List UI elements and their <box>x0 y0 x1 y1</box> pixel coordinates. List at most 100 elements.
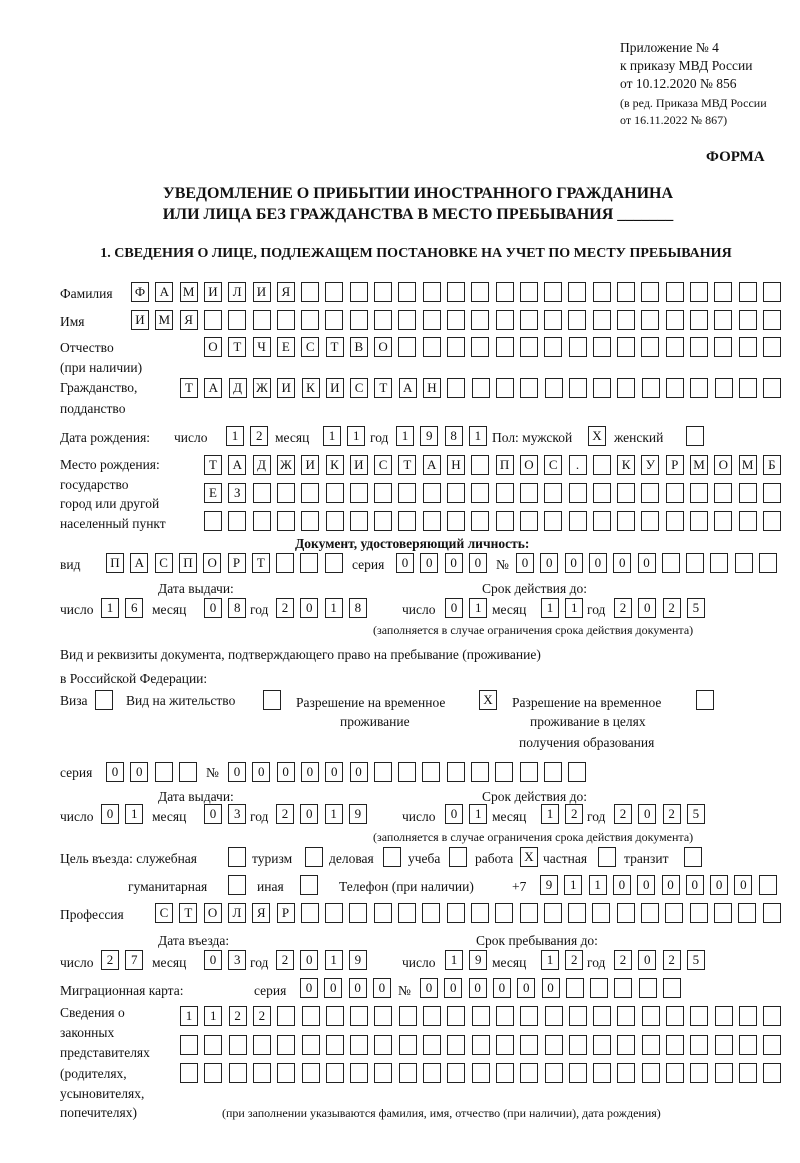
char-cell-doc-valid-year[interactable]: 5 <box>686 598 705 618</box>
char-cell-name[interactable]: И <box>131 310 149 330</box>
char-cell-reps1[interactable]: 1 <box>180 1006 198 1026</box>
char-cell-name[interactable] <box>471 310 490 330</box>
char-cell-permit-number[interactable] <box>471 762 489 782</box>
char-cell-birthplace1[interactable]: М <box>738 455 757 475</box>
char-cell-reps1[interactable] <box>666 1006 684 1026</box>
char-cell-doc-valid-day[interactable]: 1 <box>469 598 488 618</box>
char-cell-patronymic[interactable] <box>762 337 781 357</box>
char-cell-reps1[interactable] <box>398 1006 417 1026</box>
char-cell-doc-series[interactable]: 0 <box>396 553 414 573</box>
char-cell-birthplace3[interactable] <box>471 511 490 531</box>
char-cell-profession[interactable]: Л <box>227 903 246 923</box>
checkbox-p-official[interactable] <box>228 847 246 867</box>
char-cell-patronymic[interactable] <box>738 337 757 357</box>
char-cell-permit-series[interactable]: 0 <box>130 762 149 782</box>
char-cell-birthplace2[interactable] <box>422 483 441 503</box>
char-cell-permit-valid-year[interactable]: 2 <box>614 804 632 824</box>
char-cell-stay-year[interactable]: 2 <box>662 950 681 970</box>
char-cell-doc-number[interactable] <box>661 553 680 573</box>
char-cell-reps2[interactable] <box>447 1035 466 1055</box>
char-cell-reps3[interactable] <box>350 1063 369 1083</box>
char-cell-reps1[interactable] <box>374 1006 393 1026</box>
char-cell-dob-day[interactable]: 1 <box>226 426 244 446</box>
char-cell-profession[interactable]: Я <box>252 903 271 923</box>
char-cell-permit-number[interactable] <box>446 762 465 782</box>
char-cell-entry-year[interactable]: 9 <box>348 950 367 970</box>
char-cell-reps2[interactable] <box>228 1035 247 1055</box>
char-cell-surname[interactable] <box>568 282 587 302</box>
char-cell-birthplace1[interactable]: М <box>690 455 708 475</box>
char-cell-name[interactable] <box>203 310 222 330</box>
char-cell-name[interactable] <box>325 310 344 330</box>
char-cell-doc-kind[interactable]: С <box>154 553 173 573</box>
char-cell-reps2[interactable] <box>325 1035 344 1055</box>
char-cell-reps2[interactable] <box>277 1035 296 1055</box>
char-cell-reps1[interactable]: 1 <box>204 1006 223 1026</box>
char-cell-birthplace3[interactable] <box>544 511 563 531</box>
char-cell-permit-issue-day[interactable]: 0 <box>101 804 119 824</box>
char-cell-reps1[interactable] <box>325 1006 344 1026</box>
char-cell-surname[interactable] <box>519 282 538 302</box>
checkbox-sex-male[interactable]: X <box>588 426 606 446</box>
char-cell-citizenship[interactable]: Д <box>228 378 247 398</box>
char-cell-doc-kind[interactable]: П <box>106 553 124 573</box>
char-cell-doc-issue-year[interactable]: 1 <box>324 598 343 618</box>
char-cell-entry-day[interactable]: 2 <box>101 950 119 970</box>
char-cell-permit-valid-year[interactable]: 2 <box>662 804 681 824</box>
char-cell-reps3[interactable] <box>277 1063 296 1083</box>
char-cell-permit-series[interactable] <box>154 762 173 782</box>
char-cell-doc-kind[interactable] <box>300 553 319 573</box>
char-cell-citizenship[interactable] <box>568 378 587 398</box>
char-cell-profession[interactable] <box>398 903 416 923</box>
char-cell-name[interactable] <box>446 310 465 330</box>
char-cell-citizenship[interactable] <box>641 378 660 398</box>
char-cell-stay-day[interactable]: 1 <box>445 950 463 970</box>
char-cell-reps3[interactable] <box>374 1063 393 1083</box>
char-cell-patronymic[interactable]: Ч <box>252 337 271 357</box>
char-cell-reps2[interactable] <box>301 1035 320 1055</box>
char-cell-birthplace1[interactable]: И <box>349 455 368 475</box>
char-cell-citizenship[interactable] <box>690 378 709 398</box>
char-cell-mig-series[interactable]: 0 <box>348 978 367 998</box>
char-cell-birthplace2[interactable] <box>301 483 320 503</box>
char-cell-reps3[interactable] <box>738 1063 757 1083</box>
char-cell-permit-issue-year[interactable]: 2 <box>276 804 294 824</box>
char-cell-birthplace3[interactable] <box>568 511 587 531</box>
char-cell-entry-year[interactable]: 1 <box>324 950 343 970</box>
char-cell-reps2[interactable] <box>374 1035 393 1055</box>
char-cell-patronymic[interactable]: О <box>204 337 222 357</box>
char-cell-birthplace2[interactable] <box>714 483 733 503</box>
char-cell-phone[interactable]: 0 <box>612 875 631 895</box>
char-cell-reps3[interactable] <box>398 1063 417 1083</box>
char-cell-doc-series[interactable]: 0 <box>444 553 463 573</box>
char-cell-mig-number[interactable]: 0 <box>468 978 487 998</box>
char-cell-stay-year[interactable]: 0 <box>638 950 657 970</box>
char-cell-permit-number[interactable] <box>398 762 417 782</box>
char-cell-surname[interactable] <box>446 282 465 302</box>
char-cell-birthplace1[interactable]: А <box>422 455 441 475</box>
char-cell-permit-number[interactable]: 0 <box>325 762 344 782</box>
char-cell-phone[interactable]: 0 <box>637 875 656 895</box>
checkbox-sex-female[interactable] <box>686 426 704 446</box>
char-cell-birthplace3[interactable] <box>714 511 733 531</box>
char-cell-phone[interactable]: 1 <box>588 875 607 895</box>
checkbox-trpe[interactable] <box>696 690 714 710</box>
char-cell-doc-series[interactable]: 0 <box>420 553 439 573</box>
char-cell-reps3[interactable] <box>666 1063 684 1083</box>
char-cell-stay-month[interactable]: 2 <box>565 950 584 970</box>
char-cell-reps3[interactable] <box>763 1063 782 1083</box>
char-cell-reps2[interactable] <box>666 1035 684 1055</box>
char-cell-profession[interactable] <box>300 903 319 923</box>
char-cell-name[interactable] <box>519 310 538 330</box>
char-cell-birthplace1[interactable] <box>592 455 611 475</box>
char-cell-doc-number[interactable]: 0 <box>540 553 559 573</box>
char-cell-patronymic[interactable] <box>665 337 684 357</box>
char-cell-birthplace1[interactable]: С <box>374 455 393 475</box>
char-cell-birthplace1[interactable]: К <box>325 455 344 475</box>
char-cell-doc-kind[interactable] <box>276 553 295 573</box>
char-cell-permit-valid-day[interactable]: 1 <box>469 804 488 824</box>
char-cell-birthplace2[interactable] <box>762 483 781 503</box>
char-cell-patronymic[interactable] <box>398 337 417 357</box>
char-cell-permit-number[interactable] <box>519 762 538 782</box>
char-cell-profession[interactable] <box>446 903 465 923</box>
